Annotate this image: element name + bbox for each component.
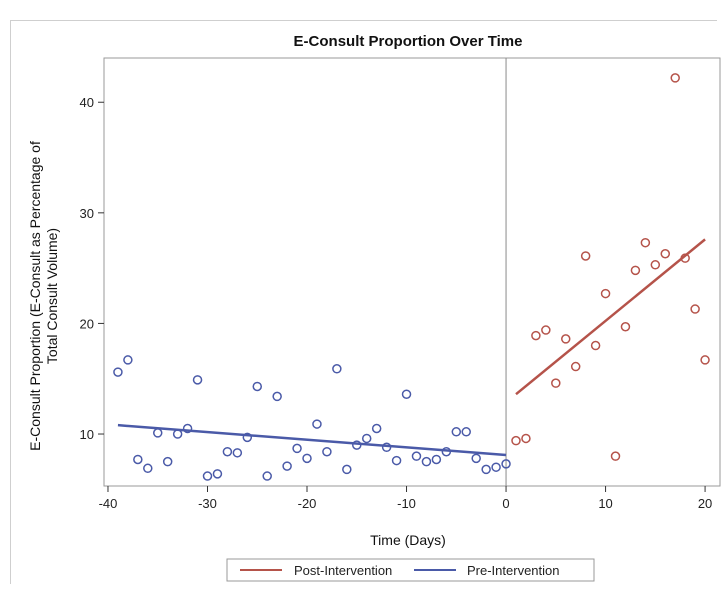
x-axis-label: Time (Days): [370, 532, 446, 548]
pre-intervention-point: [212, 469, 223, 479]
post-intervention-point: [640, 237, 651, 248]
pre-intervention-point: [143, 463, 153, 474]
pre-intervention-point: [501, 459, 511, 469]
pre-intervention-point: [441, 446, 452, 457]
y-axis-label-line2: Total Consult Volume): [44, 228, 60, 364]
pre-intervention-point: [302, 453, 312, 464]
post-intervention-point: [570, 361, 581, 372]
pre-intervention-point: [481, 464, 491, 475]
post-intervention-point: [561, 334, 571, 344]
post-intervention-point: [590, 340, 601, 351]
pre-intervention-point: [471, 453, 481, 464]
pre-intervention-point: [123, 355, 133, 365]
pre-intervention-point: [352, 440, 362, 450]
pre-intervention-point: [242, 432, 253, 443]
x-tick-label: 10: [598, 496, 612, 511]
x-tick-label: -10: [397, 496, 416, 511]
post-intervention-point: [521, 433, 531, 444]
pre-intervention-point: [133, 454, 143, 465]
pre-intervention-point: [252, 381, 263, 392]
legend-box: [226, 558, 595, 582]
pre-intervention-point: [322, 446, 332, 457]
post-intervention-point: [600, 288, 611, 299]
pre-intervention-point: [312, 419, 322, 429]
post-intervention-point: [620, 321, 631, 332]
chart-frame: [10, 20, 717, 584]
post-intervention-point: [660, 249, 671, 259]
post-intervention-point: [680, 253, 690, 263]
pre-intervention-point: [411, 451, 422, 461]
post-intervention-point: [700, 355, 710, 365]
pre-intervention-point: [162, 456, 173, 467]
y-axis-label: E-Consult Proportion (E-Consult as Perce…: [27, 141, 60, 451]
post-intervention-point: [551, 378, 561, 388]
post-intervention-point: [690, 304, 700, 314]
y-tick-label: 40: [80, 95, 94, 110]
pre-intervention-point: [431, 454, 442, 465]
pre-intervention-point: [371, 423, 382, 434]
pre-intervention-point: [401, 389, 412, 399]
post-intervention-point: [650, 260, 661, 270]
y-axis-label-line1: E-Consult Proportion (E-Consult as Perce…: [27, 141, 43, 451]
pre-intervention-point: [282, 461, 292, 471]
pre-intervention-point: [152, 428, 163, 438]
y-axis: 10 20 30 40: [80, 95, 104, 442]
post-intervention-point: [580, 251, 591, 261]
post-intervention-point: [511, 435, 521, 446]
y-tick-label: 20: [80, 316, 94, 331]
data-marks: [113, 73, 710, 481]
pre-intervention-point: [292, 443, 302, 454]
post-intervention-point: [630, 265, 641, 276]
pre-intervention-point: [491, 462, 501, 472]
pre-intervention-point: [461, 427, 471, 437]
y-tick-label: 30: [80, 206, 94, 221]
pre-intervention-point: [202, 471, 213, 481]
pre-intervention-point: [451, 427, 462, 437]
pre-intervention-point: [222, 446, 233, 457]
x-tick-label: -20: [298, 496, 317, 511]
pre-intervention-point: [272, 391, 282, 402]
x-axis: -40 -30 -20 -10 0 10 20: [99, 486, 712, 511]
post-intervention-fit-line: [515, 238, 706, 396]
pre-intervention-point: [113, 367, 123, 377]
pre-intervention-fit-line: [117, 423, 507, 457]
pre-intervention-point: [232, 448, 243, 458]
legend-pre-intervention-label: Pre-Intervention: [467, 563, 560, 578]
x-tick-label: 20: [698, 496, 712, 511]
legend: Post-Intervention Pre-Intervention: [226, 558, 595, 582]
pre-intervention-point: [361, 433, 372, 444]
x-tick-label: -30: [198, 496, 217, 511]
pre-intervention-point: [421, 456, 432, 467]
legend-post-intervention-label: Post-Intervention: [294, 563, 392, 578]
pre-intervention-point: [342, 464, 352, 475]
x-tick-label: -40: [99, 496, 118, 511]
pre-intervention-point: [262, 471, 272, 481]
y-tick-label: 10: [80, 427, 94, 442]
pre-intervention-point: [391, 455, 402, 466]
pre-intervention-point: [172, 429, 183, 439]
post-intervention-point: [610, 451, 621, 461]
post-intervention-point: [531, 330, 541, 341]
pre-intervention-point: [192, 375, 203, 385]
post-intervention-point: [541, 325, 551, 335]
pre-intervention-point: [332, 364, 342, 374]
chart-title: E-Consult Proportion Over Time: [294, 33, 523, 50]
x-tick-label: 0: [502, 496, 509, 511]
pre-intervention-point: [182, 423, 193, 434]
plot-area: [103, 57, 721, 487]
pre-intervention-point: [381, 442, 392, 453]
post-intervention-point: [670, 73, 680, 83]
